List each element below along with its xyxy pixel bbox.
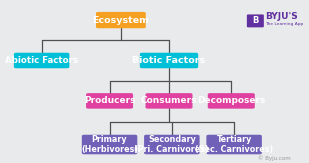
FancyBboxPatch shape: [96, 12, 146, 28]
FancyBboxPatch shape: [140, 53, 198, 68]
FancyBboxPatch shape: [206, 135, 262, 154]
Text: Primary
(Herbivores): Primary (Herbivores): [81, 135, 138, 154]
FancyBboxPatch shape: [14, 53, 69, 68]
FancyBboxPatch shape: [86, 93, 133, 109]
Text: Secondary
(Pri. Carnivores): Secondary (Pri. Carnivores): [134, 135, 209, 154]
FancyBboxPatch shape: [144, 135, 200, 154]
Text: Abiotic Factors: Abiotic Factors: [5, 56, 78, 65]
FancyBboxPatch shape: [82, 135, 137, 154]
Text: Decomposers: Decomposers: [197, 96, 265, 105]
FancyBboxPatch shape: [146, 93, 193, 109]
Text: Ecosystem: Ecosystem: [92, 16, 149, 25]
Text: © Byju.com: © Byju.com: [258, 155, 291, 161]
Text: The Learning App: The Learning App: [265, 22, 303, 26]
FancyBboxPatch shape: [247, 15, 264, 27]
FancyBboxPatch shape: [208, 93, 255, 109]
Text: BYJU'S: BYJU'S: [265, 12, 298, 21]
Text: Producers: Producers: [84, 96, 135, 105]
Text: B: B: [252, 16, 259, 25]
Text: Tertiary
(Sec. Carnivores): Tertiary (Sec. Carnivores): [195, 135, 273, 154]
Text: Biotic Factors: Biotic Factors: [133, 56, 205, 65]
Text: Consumers: Consumers: [141, 96, 197, 105]
